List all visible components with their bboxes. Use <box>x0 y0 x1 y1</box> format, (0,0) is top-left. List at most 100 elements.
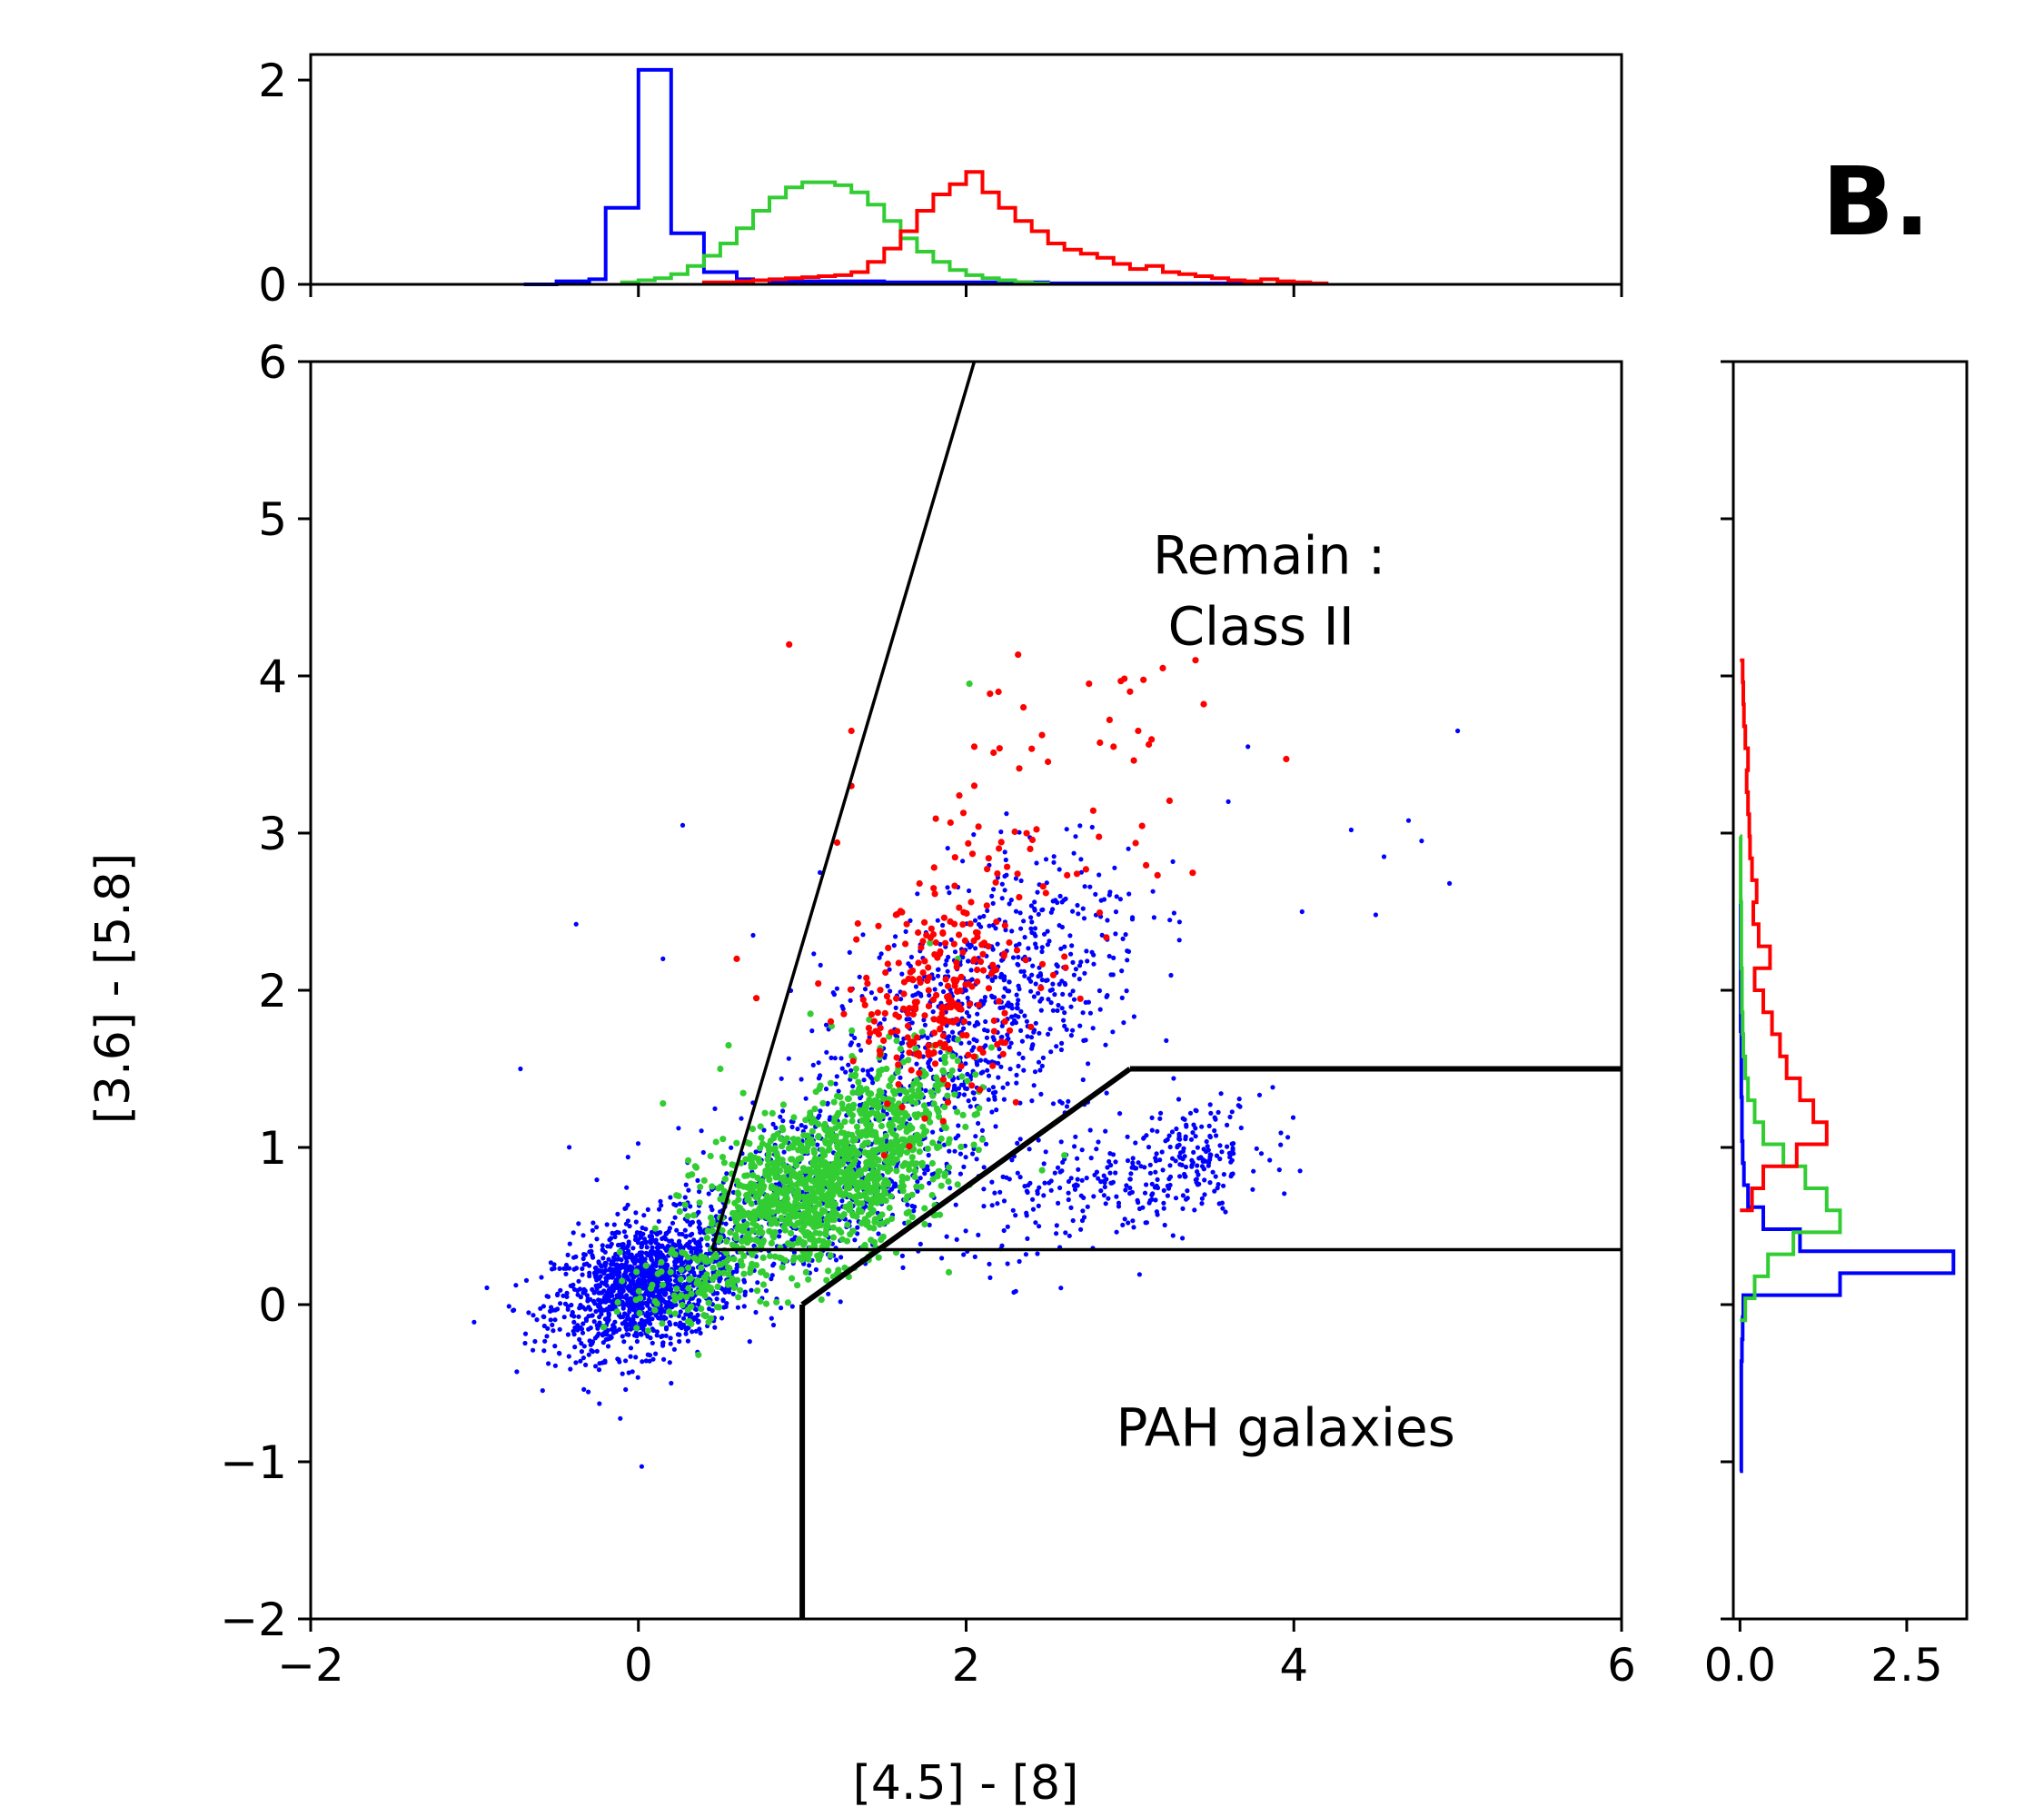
point-blue <box>923 1087 928 1093</box>
point-red <box>977 958 985 965</box>
point-blue <box>1005 1081 1010 1087</box>
point-green <box>761 1109 769 1117</box>
point-blue <box>993 975 998 980</box>
point-red <box>989 961 997 968</box>
point-blue <box>825 1101 830 1107</box>
point-blue <box>993 1124 998 1129</box>
point-blue <box>1124 1183 1129 1188</box>
point-blue <box>945 885 950 890</box>
point-blue <box>571 1286 578 1292</box>
point-blue <box>1116 1204 1122 1209</box>
top-hist-green <box>620 180 1050 285</box>
point-blue <box>1173 1196 1179 1201</box>
point-blue <box>638 1304 643 1310</box>
point-green <box>711 1273 719 1281</box>
point-blue <box>660 1333 665 1339</box>
point-blue <box>659 1296 664 1301</box>
point-red <box>1089 807 1096 814</box>
point-red <box>999 1050 1007 1057</box>
point-blue <box>580 1355 587 1361</box>
x-axis-label: [4.5] - [8] <box>853 1756 1079 1811</box>
point-green <box>729 1161 736 1168</box>
point-blue <box>645 1206 650 1212</box>
point-blue <box>1135 1197 1140 1203</box>
point-green <box>822 1139 829 1147</box>
point-red <box>877 987 884 994</box>
point-blue <box>677 1231 682 1236</box>
point-blue <box>682 1206 688 1212</box>
point-red <box>900 1005 908 1012</box>
top-hist-red <box>701 170 1329 285</box>
point-green <box>824 1220 831 1227</box>
point-green <box>660 1281 667 1288</box>
point-blue <box>633 1355 639 1360</box>
point-red <box>990 1017 997 1025</box>
point-blue <box>1215 1109 1221 1115</box>
point-blue <box>575 1323 580 1328</box>
point-green <box>701 1292 709 1300</box>
point-blue <box>580 1330 586 1335</box>
point-blue <box>967 1104 973 1109</box>
point-blue <box>615 1242 621 1248</box>
point-red <box>1082 866 1089 873</box>
point-blue <box>1108 1162 1114 1168</box>
point-green <box>613 1308 620 1316</box>
point-red <box>892 911 899 918</box>
point-blue <box>1018 878 1024 884</box>
point-blue <box>1221 1172 1226 1177</box>
point-green <box>822 1196 829 1203</box>
point-green <box>949 1053 957 1060</box>
point-red <box>833 839 841 847</box>
point-blue <box>1009 1014 1015 1019</box>
point-green <box>739 1089 747 1097</box>
point-green <box>695 1278 702 1286</box>
point-blue <box>958 1151 963 1157</box>
point-green <box>888 1127 895 1134</box>
point-green <box>812 1229 819 1236</box>
point-blue <box>939 1256 945 1261</box>
point-blue <box>686 1242 691 1247</box>
point-blue <box>777 1228 783 1234</box>
point-red <box>1073 870 1081 878</box>
point-green <box>727 1229 734 1236</box>
point-blue <box>1229 1109 1235 1115</box>
point-blue <box>1101 1178 1106 1184</box>
point-red <box>1028 836 1037 844</box>
point-red <box>916 879 923 888</box>
point-blue <box>685 1218 690 1224</box>
point-blue <box>1201 1167 1206 1172</box>
point-red <box>951 978 958 985</box>
point-green <box>802 1268 810 1276</box>
point-blue <box>985 908 990 914</box>
point-blue <box>639 1273 644 1278</box>
point-blue <box>581 1344 587 1349</box>
point-blue <box>1038 1091 1044 1097</box>
point-red <box>863 974 870 981</box>
point-blue <box>1202 1158 1207 1164</box>
point-green <box>739 1207 746 1215</box>
point-blue <box>608 1334 613 1339</box>
point-green <box>636 1309 643 1317</box>
point-green <box>714 1283 721 1290</box>
point-green <box>720 1159 729 1167</box>
point-blue <box>1177 1162 1183 1167</box>
point-blue <box>947 890 952 896</box>
point-blue <box>1160 1167 1166 1173</box>
point-blue <box>1076 1167 1081 1172</box>
point-blue <box>613 1328 620 1335</box>
point-blue <box>948 937 954 942</box>
point-blue <box>1004 811 1009 817</box>
top-y-tick-label: 2 <box>258 55 287 107</box>
point-blue <box>944 958 949 963</box>
point-blue <box>1201 1147 1206 1152</box>
point-blue <box>1075 1183 1080 1188</box>
point-green <box>709 1183 716 1190</box>
point-blue <box>541 1304 547 1309</box>
point-blue <box>1101 1193 1106 1198</box>
point-blue <box>531 1313 536 1318</box>
point-blue <box>1021 918 1027 924</box>
point-green <box>740 1270 748 1277</box>
point-blue <box>613 1283 620 1288</box>
point-blue <box>601 1270 607 1276</box>
point-blue <box>724 1171 729 1177</box>
